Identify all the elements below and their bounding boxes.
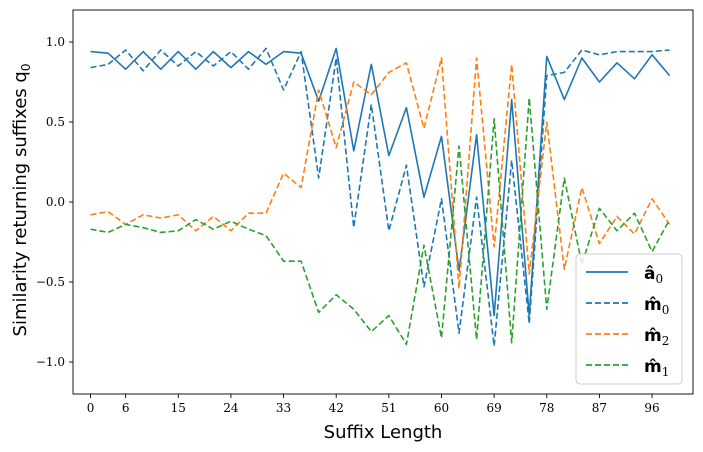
legend-label-2: m̂2: [644, 326, 669, 348]
legend-box: [575, 253, 683, 385]
x-tick-label-5: 42: [329, 401, 344, 415]
x-tick-label-0: 0: [87, 401, 95, 415]
axes: 0 6 15 24 33 42 51 60 69 78 87 96 −1.0 −0.5 0.0 0.5 1.0: [36, 9, 694, 415]
y-axis-label: Similarity returning suffixes q0: [10, 64, 33, 337]
x-axis-label: Suffix Length: [324, 422, 443, 443]
series-line-3: [90, 97, 671, 346]
y-tick-label-0: −1.0: [36, 355, 65, 369]
x-tick-label-11: 96: [644, 401, 659, 415]
x-tick-label-9: 78: [539, 401, 554, 415]
x-tick-label-4: 33: [276, 401, 291, 415]
series-line-0: [90, 47, 671, 317]
x-tick-label-8: 69: [486, 401, 501, 415]
x-tick-label-1: 6: [122, 401, 130, 415]
y-axis-label-main: Similarity returning suffixes q: [10, 71, 31, 336]
legend-label-main-1: m̂: [644, 295, 662, 315]
legend-label-0: â0: [644, 264, 663, 286]
series-line-2: [90, 57, 671, 290]
x-tick-label-3: 24: [223, 401, 239, 415]
legend-label-1: m̂0: [644, 295, 669, 317]
y-axis-label-subscript: 0: [19, 64, 33, 72]
y-tick-label-1: −0.5: [36, 275, 65, 289]
x-tick-label-2: 15: [171, 401, 186, 415]
x-tick-label-6: 51: [381, 401, 396, 415]
legend-label-subscript-3: 1: [662, 365, 670, 379]
legend-label-main-0: â: [644, 264, 655, 284]
legend-label-main-3: m̂: [644, 357, 662, 377]
legend: â0m̂0m̂2m̂1: [575, 253, 683, 385]
plot-area: [90, 47, 671, 347]
legend-label-subscript-0: 0: [655, 272, 663, 286]
legend-label-main-2: m̂: [644, 326, 662, 346]
y-tick-label-4: 1.0: [46, 35, 65, 49]
legend-label-subscript-1: 0: [662, 303, 670, 317]
legend-label-subscript-2: 2: [662, 334, 670, 348]
series-line-1: [90, 47, 670, 347]
legend-label-3: m̂1: [644, 357, 669, 379]
x-tick-label-7: 60: [434, 401, 449, 415]
y-tick-label-3: 0.5: [46, 115, 65, 129]
y-tick-label-2: 0.0: [46, 195, 65, 209]
x-tick-label-10: 87: [592, 401, 607, 415]
